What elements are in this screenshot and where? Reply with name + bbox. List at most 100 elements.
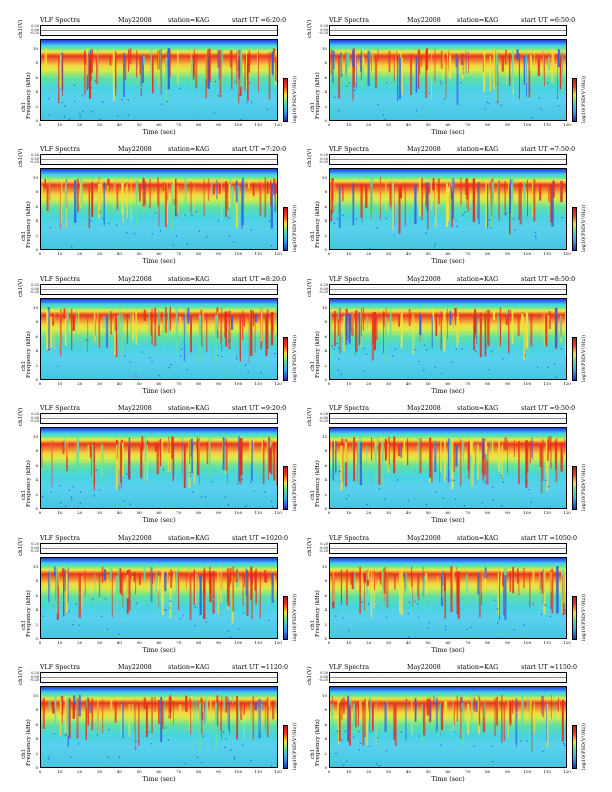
spectrogram-speckle xyxy=(240,118,242,120)
spectrogram-streak xyxy=(160,696,163,743)
spectrogram-streak xyxy=(518,53,520,100)
spectrogram-streak xyxy=(434,48,436,82)
spectrogram-speckle xyxy=(247,370,249,373)
frequency-ticks: 0 2 4 6 8 10 xyxy=(320,427,327,511)
spectrogram-speckle xyxy=(71,499,73,501)
spectrogram-speckle xyxy=(333,348,335,350)
spectrogram-speckle xyxy=(95,469,97,471)
spectrogram-streak xyxy=(136,50,138,78)
spectrogram-streak xyxy=(428,185,431,194)
spectrogram-streak xyxy=(272,48,276,63)
time-tick-label: 70 xyxy=(176,122,182,127)
spectrogram-speckle xyxy=(331,345,333,347)
colorbar-label: log10(PSD(V²/Hz)) xyxy=(292,463,298,511)
spectrogram-speckle xyxy=(408,636,410,638)
spectrogram-speckle xyxy=(560,225,562,227)
spectrogram-speckle xyxy=(492,499,494,501)
spectrogram-streak xyxy=(483,50,486,92)
spectrogram-speckle xyxy=(415,215,417,217)
spectrogram-streak xyxy=(179,704,182,714)
panel-station: station=KAG xyxy=(457,535,499,542)
spectrogram-speckle xyxy=(381,729,384,731)
panel-title: VLF Spectra xyxy=(40,276,80,283)
spectrogram-streak xyxy=(189,698,191,708)
spectrogram-speckle xyxy=(491,351,493,353)
spectrogram-speckle xyxy=(331,731,333,733)
spectrogram-streak xyxy=(566,178,567,207)
waveform-tick-label: 0.00 xyxy=(31,545,39,550)
time-tick-label: 120 xyxy=(274,122,282,127)
spectrogram-speckle xyxy=(121,760,123,762)
spectrogram-speckle xyxy=(206,236,208,238)
spectrogram-streaks xyxy=(330,177,567,249)
spectrogram-speckle xyxy=(385,616,387,619)
spectrogram-streak xyxy=(548,311,551,329)
spectrogram-streak xyxy=(175,571,178,598)
spectrogram-speckle xyxy=(346,85,348,87)
spectrogram-streak xyxy=(241,178,244,226)
spectrogram-streak xyxy=(176,183,178,217)
spectrogram-speckle xyxy=(498,637,500,638)
spectrogram-speckle xyxy=(409,350,411,352)
spectrogram-speckle xyxy=(425,752,427,754)
spectrogram-speckle xyxy=(165,227,167,229)
spectrogram-streak xyxy=(439,315,441,327)
spectrogram-streak xyxy=(126,574,129,599)
spectrogram-speckle xyxy=(184,214,186,216)
spectrogram-speckle xyxy=(234,756,236,758)
spectrogram-streak xyxy=(193,569,195,605)
spectrogram-streak xyxy=(400,443,402,458)
time-axis-label: Time (sec) xyxy=(431,776,465,783)
spectrogram-streak xyxy=(202,310,204,333)
spectrogram-streak xyxy=(68,698,71,739)
time-tick-label: 40 xyxy=(116,510,122,515)
spectrogram-speckle xyxy=(58,604,60,606)
spectrogram-streak xyxy=(247,178,250,189)
frequency-tick-label: 8 xyxy=(324,189,327,195)
time-tick-label: 20 xyxy=(366,640,372,645)
spectrogram-speckle xyxy=(547,366,549,368)
spectrogram-streak xyxy=(264,574,268,583)
spectrogram-speckle xyxy=(245,364,247,366)
spectrogram-speckle xyxy=(180,348,182,350)
spectrogram-speckle xyxy=(260,361,262,363)
spectrogram-speckle xyxy=(177,751,179,753)
spectrogram-streak xyxy=(484,567,487,579)
spectrogram-speckle xyxy=(227,504,229,506)
frequency-tick-label: 8 xyxy=(35,60,38,66)
spectrogram-speckle xyxy=(332,85,334,87)
spectrogram-streak xyxy=(545,316,548,347)
spectrogram-streak xyxy=(455,315,457,325)
spectrogram-streak xyxy=(414,698,417,722)
spectrogram-streak xyxy=(337,700,339,732)
spectrogram-speckle xyxy=(544,367,546,369)
spectrogram-streak xyxy=(243,704,245,740)
spectrogram-speckle xyxy=(168,97,170,99)
spectrogram-streak xyxy=(449,310,452,326)
spectrogram-speckle xyxy=(196,756,199,758)
spectrogram-speckle xyxy=(77,633,79,635)
spectrogram-speckle xyxy=(338,757,340,759)
spectrogram-streak xyxy=(370,186,372,219)
spectrogram-streak xyxy=(411,700,413,736)
frequency-axis-label: Frequency (kHz) xyxy=(315,590,321,637)
spectrogram-streak xyxy=(135,179,139,227)
spectrogram-speckle xyxy=(223,731,225,733)
spectrogram-streak xyxy=(59,182,61,230)
spectrogram-speckle xyxy=(122,500,125,502)
spectrogram-streak xyxy=(470,437,473,456)
spectrogram-speckle xyxy=(211,93,213,95)
spectrogram-speckle xyxy=(139,89,141,91)
spectrogram-streak xyxy=(172,177,175,200)
spectrogram-speckle xyxy=(488,369,490,371)
spectrogram-streak xyxy=(511,308,514,345)
spectrogram-streak xyxy=(115,700,117,722)
spectrogram-streak xyxy=(341,50,343,74)
spectrogram-streak xyxy=(405,573,408,596)
spectrogram-speckle xyxy=(206,744,208,746)
spectrogram-speckle xyxy=(353,736,355,738)
spectrogram-speckle xyxy=(420,488,422,490)
spectrogram-speckle xyxy=(394,375,396,377)
spectrogram-streak xyxy=(88,186,90,229)
spectrogram-streak xyxy=(532,567,535,586)
